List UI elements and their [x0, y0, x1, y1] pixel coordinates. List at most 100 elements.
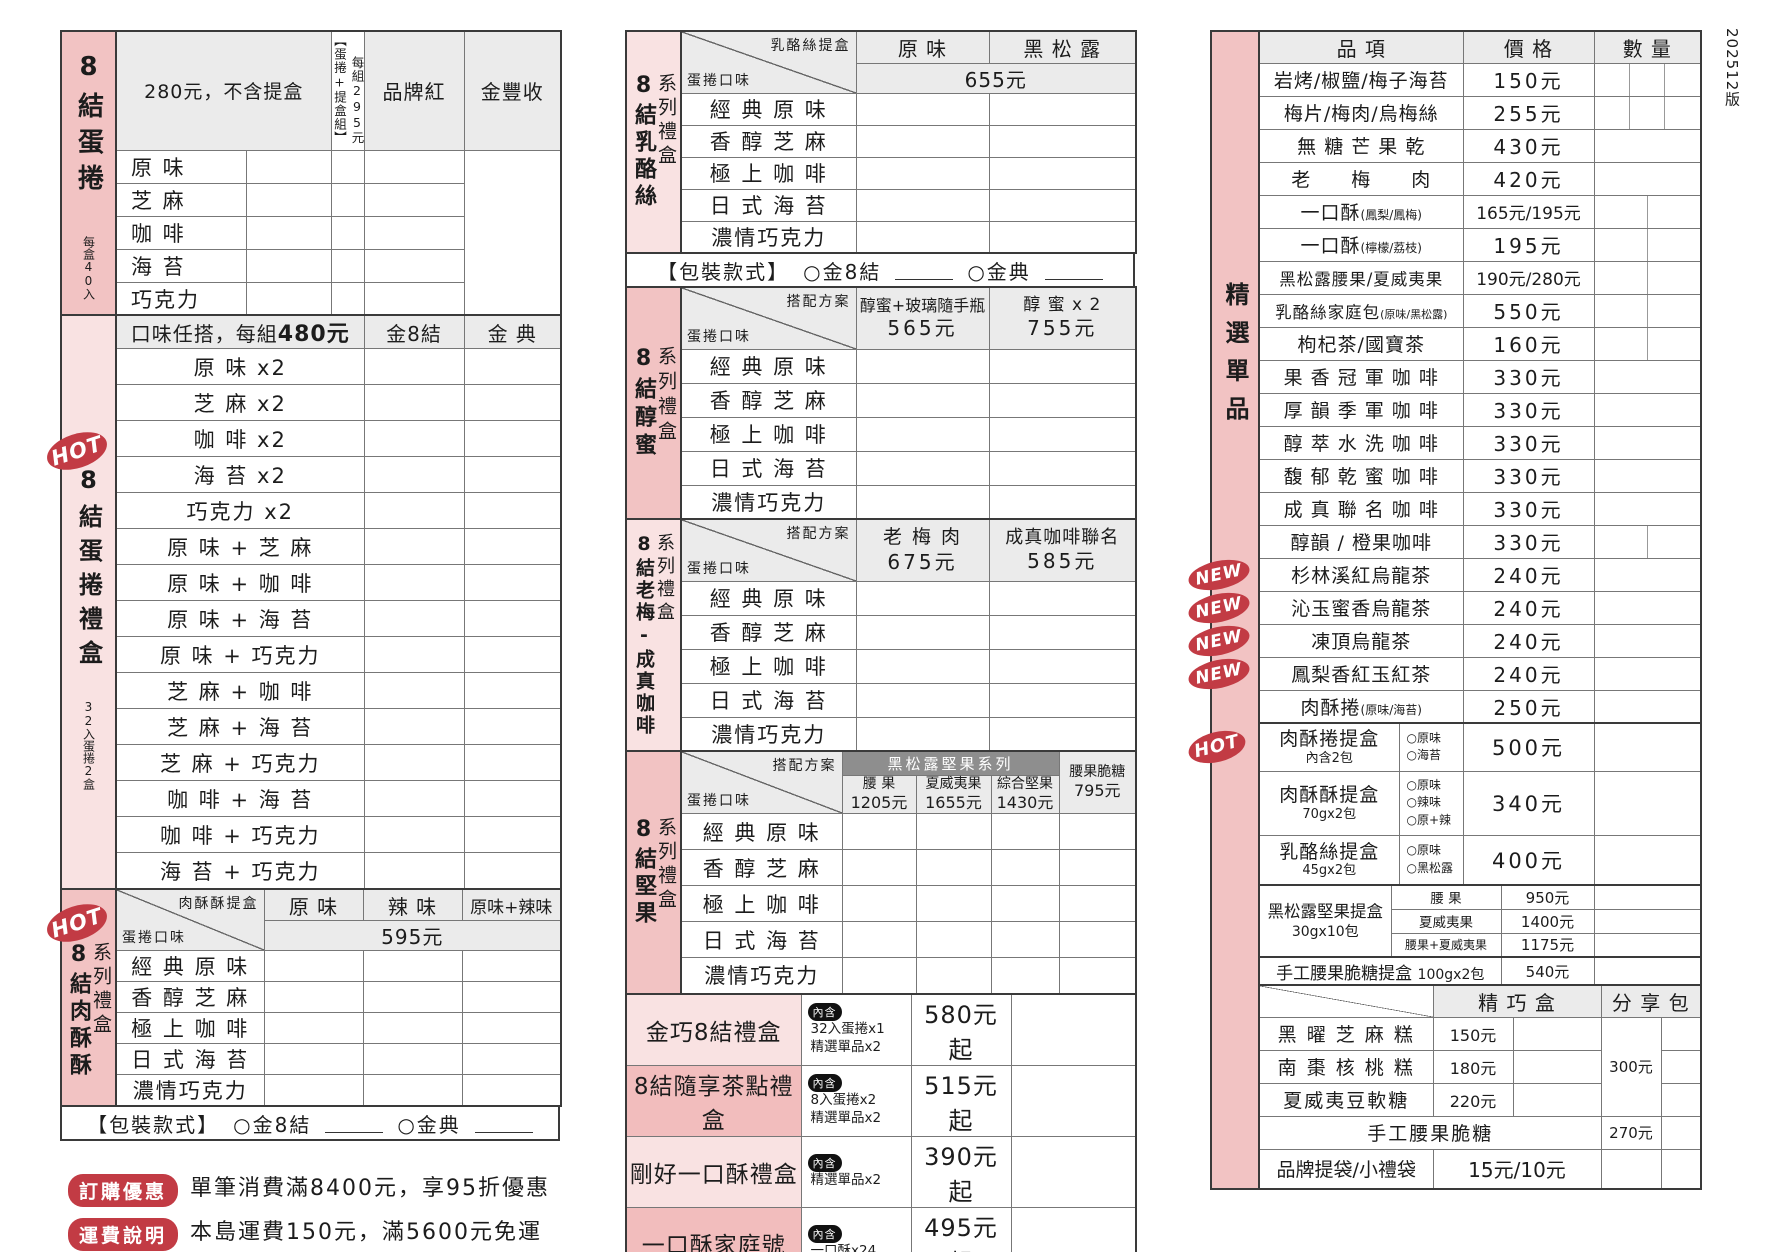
entry-cell[interactable] [1058, 921, 1137, 958]
write-in-blank[interactable] [1044, 261, 1103, 280]
quantity-cell[interactable] [1593, 656, 1702, 691]
entry-cell[interactable] [330, 182, 365, 217]
entry-cell[interactable] [855, 580, 990, 616]
write-in-blank[interactable] [895, 261, 954, 280]
quantity-cell[interactable] [1512, 1082, 1602, 1117]
entry-cell[interactable] [988, 450, 1137, 486]
quantity-cell[interactable] [1660, 1148, 1702, 1190]
entry-cell[interactable] [245, 149, 332, 184]
quantity-cell[interactable] [1660, 1115, 1702, 1150]
quantity-cell[interactable] [1593, 95, 1702, 130]
entry-cell[interactable] [463, 600, 562, 638]
quantity-cell[interactable] [1593, 722, 1702, 772]
entry-cell[interactable] [841, 849, 917, 886]
quantity-cell[interactable] [1593, 392, 1702, 427]
quantity-cell[interactable] [1593, 956, 1702, 986]
quantity-cell[interactable] [1593, 834, 1702, 886]
quantity-cell[interactable] [1593, 770, 1702, 836]
entry-cell[interactable] [263, 1074, 364, 1107]
entry-cell[interactable] [988, 188, 1137, 222]
entry-cell[interactable] [463, 852, 562, 890]
entry-cell[interactable] [363, 281, 465, 316]
quantity-cell[interactable] [1593, 884, 1702, 910]
entry-cell[interactable] [362, 981, 463, 1014]
entry-cell[interactable] [363, 384, 465, 422]
quantity-cell[interactable] [1593, 293, 1702, 328]
entry-cell[interactable] [988, 416, 1137, 452]
quantity-cell[interactable] [1593, 908, 1702, 934]
entry-cell[interactable] [461, 950, 562, 983]
entry-cell[interactable] [841, 813, 917, 850]
entry-cell[interactable] [988, 682, 1137, 718]
entry-cell[interactable] [362, 1074, 463, 1107]
entry-cell[interactable] [263, 981, 364, 1014]
quantity-cell[interactable] [1512, 1049, 1602, 1084]
quantity-cell[interactable] [1593, 260, 1702, 295]
entry-cell[interactable] [841, 885, 917, 922]
entry-cell[interactable] [363, 852, 465, 890]
entry-cell[interactable] [363, 420, 465, 458]
entry-cell[interactable] [988, 614, 1137, 650]
entry-cell[interactable] [855, 682, 990, 718]
entry-cell[interactable] [463, 636, 562, 674]
entry-cell[interactable] [988, 484, 1137, 520]
entry-cell[interactable] [988, 220, 1137, 254]
quantity-cell[interactable] [1593, 623, 1702, 658]
quantity-cell[interactable] [1593, 590, 1702, 625]
quantity-cell[interactable] [1593, 62, 1702, 97]
entry-cell[interactable] [461, 1043, 562, 1076]
entry-cell[interactable] [363, 182, 465, 217]
option-gold8[interactable]: ○金8結 [803, 259, 882, 284]
entry-cell[interactable] [461, 1012, 562, 1045]
entry-cell[interactable] [463, 672, 562, 710]
entry-cell[interactable] [363, 348, 465, 386]
entry-cell[interactable] [990, 885, 1060, 922]
option-classic[interactable]: ○金典 [967, 259, 1031, 284]
entry-cell[interactable] [988, 382, 1137, 418]
entry-cell[interactable] [363, 456, 465, 494]
entry-cell[interactable] [1058, 885, 1137, 922]
entry-cell[interactable] [855, 188, 990, 222]
entry-cell[interactable] [988, 716, 1137, 752]
entry-cell[interactable] [855, 484, 990, 520]
entry-cell[interactable] [463, 492, 562, 530]
quantity-cell[interactable] [1593, 161, 1702, 196]
entry-cell[interactable] [1010, 1206, 1137, 1252]
entry-cell[interactable] [363, 215, 465, 250]
entry-cell[interactable] [330, 248, 365, 283]
entry-cell[interactable] [330, 215, 365, 250]
entry-cell[interactable] [263, 1043, 364, 1076]
entry-cell[interactable] [363, 564, 465, 602]
entry-cell[interactable] [841, 921, 917, 958]
entry-cell[interactable] [463, 816, 562, 854]
entry-cell[interactable] [988, 92, 1137, 126]
entry-cell[interactable] [463, 564, 562, 602]
entry-cell[interactable] [362, 1043, 463, 1076]
entry-cell[interactable] [363, 600, 465, 638]
entry-cell[interactable] [263, 950, 364, 983]
quantity-cell[interactable] [1600, 1148, 1662, 1190]
entry-cell[interactable] [990, 957, 1060, 994]
entry-cell[interactable] [363, 816, 465, 854]
entry-cell[interactable] [1010, 993, 1137, 1066]
entry-cell[interactable] [915, 849, 992, 886]
entry-cell[interactable] [245, 281, 332, 316]
entry-cell[interactable] [990, 813, 1060, 850]
quantity-cell[interactable] [1593, 326, 1702, 361]
entry-cell[interactable] [855, 416, 990, 452]
quantity-cell[interactable] [1593, 557, 1702, 592]
entry-cell[interactable] [1010, 1135, 1137, 1208]
option-gold8[interactable]: ○金8結 [233, 1112, 312, 1137]
entry-cell[interactable] [855, 348, 990, 384]
entry-cell[interactable] [362, 1012, 463, 1045]
entry-cell[interactable] [855, 92, 990, 126]
flavor-options[interactable]: ○原味 ○黑松露 [1398, 834, 1464, 886]
entry-cell[interactable] [988, 348, 1137, 384]
write-in-blank[interactable] [474, 1114, 533, 1133]
entry-cell[interactable] [463, 456, 562, 494]
entry-cell[interactable] [855, 382, 990, 418]
entry-cell[interactable] [463, 420, 562, 458]
entry-cell[interactable] [988, 124, 1137, 158]
flavor-options[interactable]: ○原味 ○海苔 [1398, 722, 1464, 772]
entry-cell[interactable] [1058, 957, 1137, 994]
